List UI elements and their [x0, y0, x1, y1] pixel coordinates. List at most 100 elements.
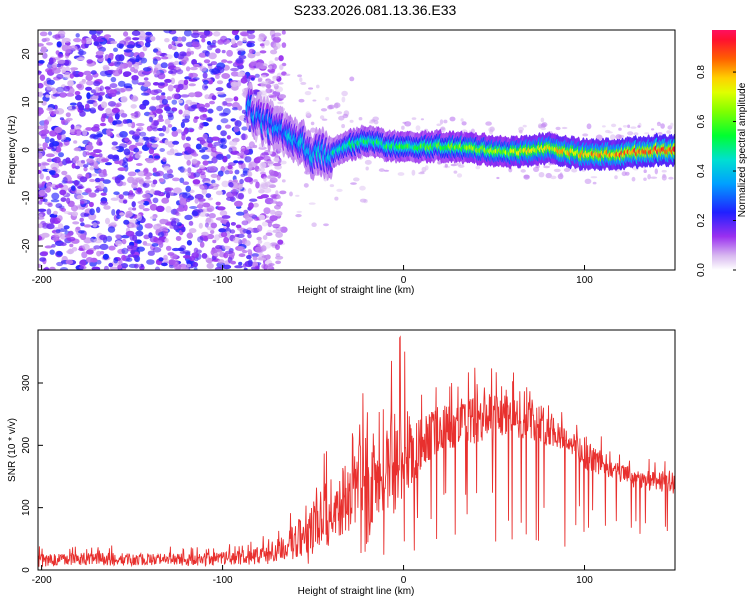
- spectrogram-speckle: [76, 101, 83, 108]
- spectrogram-speckle: [319, 115, 325, 120]
- spectrogram-speckle: [259, 161, 267, 169]
- spectrogram-speckle: [81, 251, 88, 259]
- spectrogram-speckle: [508, 167, 513, 173]
- spectrogram-speckle: [38, 169, 42, 175]
- spectrogram-speckle: [185, 136, 191, 142]
- spectrogram-speckle: [72, 221, 80, 225]
- spectrogram-speckle: [254, 51, 261, 57]
- spectrogram-speckle: [618, 127, 622, 131]
- spectrogram-speckle: [296, 210, 303, 213]
- spectrogram-speckle: [224, 97, 234, 102]
- spectrogram-speckle: [61, 134, 66, 141]
- spectrogram-speckle: [241, 220, 249, 226]
- spectrogram-speckle: [122, 157, 129, 164]
- spectrogram-speckle: [158, 132, 165, 137]
- spectrogram-speckle: [201, 231, 209, 236]
- spectrogram-speckle: [235, 211, 245, 216]
- spectrogram-speckle: [654, 168, 658, 175]
- spectrogram-speckle: [121, 267, 127, 270]
- snr-frame: [37, 329, 676, 571]
- spectrogram-speckle: [244, 156, 252, 163]
- spectrogram-speckle: [46, 223, 55, 230]
- spectrogram-speckle: [281, 42, 287, 48]
- spectrogram-speckle: [449, 116, 456, 122]
- spectrogram-speckle: [656, 123, 660, 127]
- spectrogram-speckle: [272, 96, 277, 102]
- spectrogram-speckle: [69, 102, 77, 106]
- spectrogram-speckle: [211, 146, 217, 153]
- spectrogram-speckle: [211, 136, 220, 141]
- spectrogram-speckle: [216, 91, 225, 95]
- spectrogram-speckle: [76, 194, 84, 200]
- x-tick-label: 100: [576, 275, 593, 286]
- spectrogram-speckle: [523, 174, 530, 180]
- spectrogram-speckle: [274, 57, 279, 61]
- spectrogram-speckle: [233, 160, 239, 164]
- spectrogram-speckle: [230, 67, 239, 72]
- spectrogram-speckle: [127, 60, 133, 68]
- spectrogram-speckle: [198, 222, 203, 229]
- spectrogram-speckle: [101, 158, 109, 163]
- spectrogram-speckle: [215, 190, 223, 196]
- spectrogram-speckle: [198, 52, 207, 58]
- spectrogram-speckle: [176, 222, 182, 227]
- spectrogram-speckle: [197, 236, 204, 243]
- spectrogram-speckle: [241, 250, 248, 254]
- spectrogram-speckle: [59, 117, 64, 121]
- spectrogram-speckle: [129, 219, 138, 224]
- spectrogram-speckle: [175, 129, 183, 134]
- spectrogram-speckle: [186, 232, 193, 239]
- x-tick-label: -100: [213, 575, 233, 586]
- spectrogram-speckle: [54, 126, 63, 134]
- spectrogram-speckle: [164, 238, 169, 243]
- spectrogram-speckle: [122, 191, 130, 196]
- spectrogram-speckle: [201, 147, 209, 151]
- spectrogram-speckle: [93, 245, 101, 250]
- spectrogram-speckle: [136, 239, 142, 244]
- spectrogram-speckle: [93, 149, 102, 154]
- spectrogram-speckle: [99, 234, 107, 241]
- spectrogram-speckle: [89, 238, 95, 244]
- spectrogram-speckle: [222, 264, 232, 270]
- spectrogram-speckle: [196, 198, 206, 202]
- y-tick-label: 20: [21, 48, 32, 60]
- spectrogram-speckle: [270, 49, 278, 55]
- spectrogram-speckle: [238, 184, 243, 190]
- spectrogram-speckle: [249, 198, 258, 202]
- spectrogram-speckle: [103, 34, 112, 39]
- spectrogram-speckle: [590, 176, 598, 179]
- spectrogram-speckle: [86, 72, 91, 77]
- spectrogram-speckle: [267, 68, 276, 73]
- spectrogram-speckle: [496, 176, 500, 180]
- spectrogram-speckle: [129, 57, 137, 63]
- spectrogram-speckle: [49, 57, 54, 65]
- spectrogram-speckle: [228, 170, 233, 174]
- spectrogram-speckle: [248, 171, 253, 177]
- spectrogram-speckle: [121, 181, 127, 186]
- spectrogram-speckle: [52, 93, 61, 97]
- spectrogram-speckle: [273, 157, 280, 163]
- spectrogram-speckle: [152, 190, 162, 196]
- spectrogram-speckle: [342, 113, 349, 119]
- spectrogram-speckle: [70, 67, 79, 71]
- spectrogram-speckle: [259, 50, 267, 54]
- spectrogram-speckle: [105, 162, 112, 166]
- spectrogram-speckle: [540, 127, 546, 131]
- spectrogram-speckle: [248, 213, 256, 218]
- spectrogram-speckle: [128, 207, 133, 211]
- spectrogram-speckle: [571, 168, 578, 173]
- spectrogram-speckle: [364, 159, 372, 165]
- spectrogram-speckle: [74, 91, 81, 96]
- spectrogram-speckle: [320, 108, 328, 112]
- spectrogram-speckle: [246, 42, 255, 48]
- spectrogram-speckle: [155, 50, 162, 56]
- colorbar-tick-label: 0.2: [696, 213, 707, 227]
- spectrogram-speckle: [218, 228, 227, 233]
- spectrogram-speckle: [138, 36, 147, 41]
- spectrogram-speckle: [189, 255, 196, 262]
- spectrogram-speckle: [258, 189, 265, 194]
- spectrogram-speckle: [141, 92, 150, 96]
- spectrogram-speckle: [668, 176, 674, 180]
- spectrogram-speckle: [221, 215, 231, 219]
- spectrogram-speckle: [308, 202, 316, 205]
